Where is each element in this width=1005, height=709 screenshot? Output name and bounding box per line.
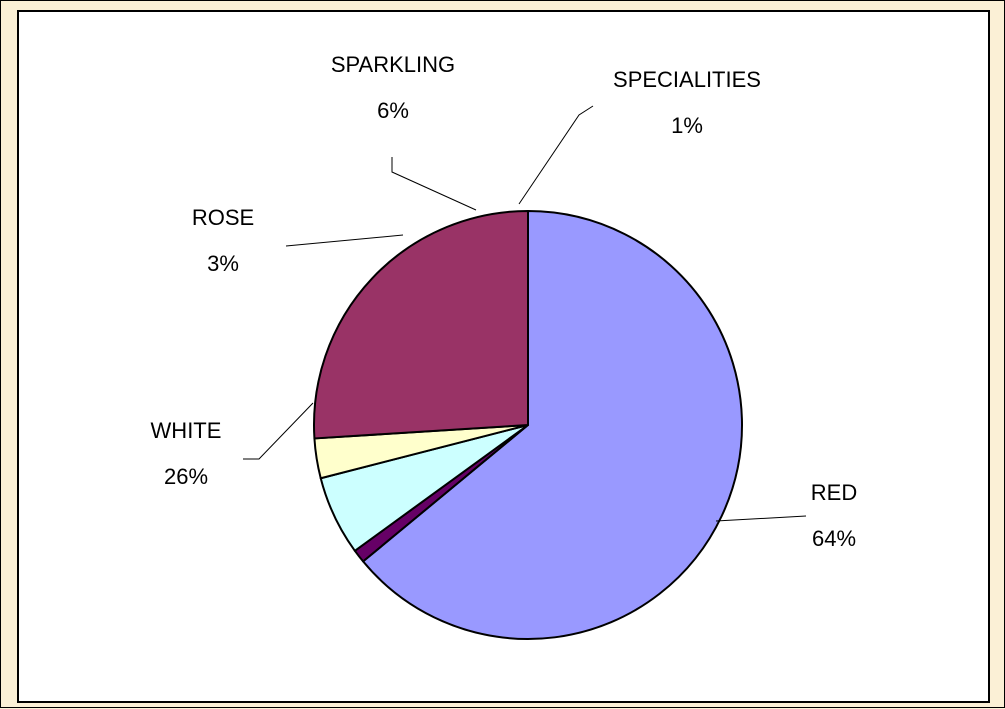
leader-line-red	[715, 515, 807, 522]
pie-slice-red	[362, 210, 743, 640]
pie-slices	[313, 210, 743, 640]
slice-label-sparkling: SPARKLING	[331, 52, 455, 77]
leader-line-specialities	[518, 105, 594, 205]
slice-percent-specialities: 1%	[671, 113, 703, 138]
slice-label-red: RED	[811, 480, 857, 505]
leader-lines	[243, 105, 807, 522]
slice-percent-sparkling: 6%	[377, 98, 409, 123]
slice-percent-red: 64%	[812, 526, 856, 551]
slice-labels: RED 64% WHITE 26% ROSE 3% SPARKLING 6% SPECIALIT…	[151, 52, 858, 551]
slice-percent-white: 26%	[164, 464, 208, 489]
leader-line-sparkling	[391, 157, 477, 211]
slice-percent-rose: 3%	[207, 251, 239, 276]
slice-label-specialities: SPECIALITIES	[613, 67, 761, 92]
slice-label-rose: ROSE	[192, 205, 254, 230]
slice-label-white: WHITE	[151, 418, 222, 443]
leader-line-rose	[285, 234, 404, 247]
leader-line-white	[243, 402, 314, 460]
pie-slice-white	[313, 210, 529, 440]
